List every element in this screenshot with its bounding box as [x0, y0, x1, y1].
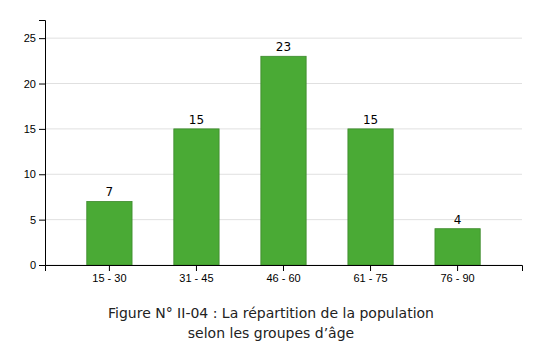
bars	[87, 56, 480, 265]
y-tick: 10	[24, 168, 45, 180]
x-tick-mark	[109, 265, 110, 271]
x-axis: 15 - 30 31 - 45 46 - 60 61 - 75 76 - 90	[46, 265, 523, 284]
y-tick-mark	[39, 129, 45, 130]
chart-title-line: selon les groupes d’âge	[188, 325, 354, 341]
bar	[174, 129, 219, 265]
x-tick-mark	[370, 265, 371, 271]
y-tick: 0	[30, 259, 45, 271]
y-tick-mark	[39, 220, 45, 221]
bar	[87, 201, 132, 265]
bar	[348, 129, 393, 265]
y-tick-label: 20	[24, 78, 36, 90]
x-tick-mark	[196, 265, 197, 271]
y-tick: 20	[24, 78, 45, 90]
y-axis: 0 5 10 15 20 25	[24, 21, 46, 272]
y-tick-mark	[39, 84, 45, 85]
bar	[261, 56, 306, 265]
chart-svg: 15 - 30 31 - 45 46 - 60 61 - 75 76 - 90 0 5 10 1…	[0, 0, 542, 360]
y-tick: 25	[24, 32, 45, 44]
grid-line	[45, 38, 522, 39]
y-axis-line	[39, 21, 46, 266]
x-tick-label: 46 - 60	[266, 272, 300, 284]
x-tick-mark	[457, 265, 458, 271]
x-tick: 46 - 60	[266, 265, 300, 284]
x-tick: 76 - 90	[440, 265, 474, 284]
data-label: 23	[276, 40, 291, 54]
data-label: 7	[106, 185, 114, 199]
data-label: 15	[189, 113, 204, 127]
y-tick-label: 25	[24, 32, 36, 44]
data-label: 15	[363, 113, 378, 127]
x-axis-line	[46, 266, 523, 272]
grid	[45, 38, 522, 265]
chart-container: 15 - 30 31 - 45 46 - 60 61 - 75 76 - 90 0 5 10 1…	[0, 0, 542, 360]
x-tick-label: 61 - 75	[353, 272, 387, 284]
chart-title: Figure N° II-04 : La répartition de la p…	[108, 305, 434, 341]
y-tick: 5	[30, 214, 45, 226]
data-labels: 7 15 23 15 4	[106, 40, 462, 226]
y-tick-mark	[39, 265, 45, 266]
plot-area: 15 - 30 31 - 45 46 - 60 61 - 75 76 - 90 0 5 10 1…	[24, 21, 523, 284]
x-tick-mark	[283, 265, 284, 271]
x-tick-label: 31 - 45	[179, 272, 213, 284]
chart-title-line: Figure N° II-04 : La répartition de la p…	[108, 305, 434, 321]
x-tick-label: 76 - 90	[440, 272, 474, 284]
y-tick-label: 0	[30, 259, 36, 271]
x-tick: 15 - 30	[92, 265, 126, 284]
bar	[435, 229, 480, 265]
y-tick: 15	[24, 123, 45, 135]
x-tick: 31 - 45	[179, 265, 213, 284]
x-tick: 61 - 75	[353, 265, 387, 284]
y-tick-label: 5	[30, 214, 36, 226]
y-tick-mark	[39, 174, 45, 175]
y-tick-label: 15	[24, 123, 36, 135]
data-label: 4	[454, 213, 462, 227]
y-tick-mark	[39, 38, 45, 39]
y-tick-label: 10	[24, 168, 36, 180]
x-tick-label: 15 - 30	[92, 272, 126, 284]
